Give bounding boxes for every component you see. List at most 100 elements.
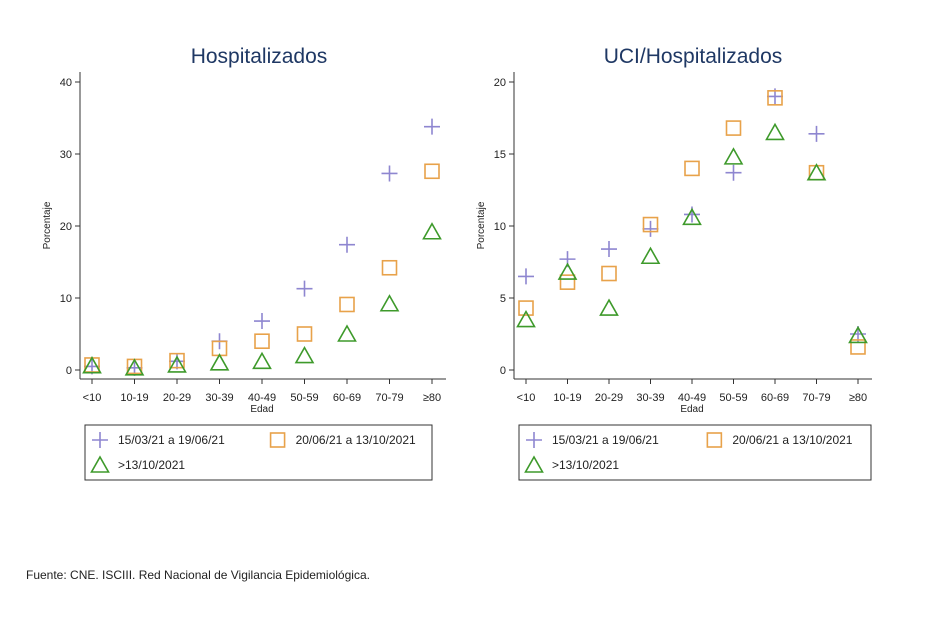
data-point (767, 90, 783, 106)
data-point (296, 280, 313, 297)
y-axis-label: Porcentaje (476, 201, 487, 249)
x-tick-label: ≥80 (423, 392, 441, 404)
y-tick-label: 0 (500, 365, 506, 377)
y-tick-label: 10 (494, 221, 506, 233)
x-axis-label: Edad (680, 404, 703, 415)
x-tick-label: 50-59 (290, 392, 318, 404)
data-point (294, 345, 315, 364)
chart-panel-2: UCI/Hospitalizados 0 5 10 15 20 <10 10-19 20-29 3… (476, 45, 872, 481)
x-tick-label: 40-49 (248, 392, 276, 404)
data-point (518, 300, 534, 316)
series-3 (82, 222, 442, 376)
legend-label: 20/06/21 a 13/10/2021 (296, 433, 416, 447)
legend-marker (524, 455, 544, 473)
legend-label: 20/06/21 a 13/10/2021 (732, 433, 852, 447)
x-tick-label: <10 (83, 392, 102, 404)
data-point (337, 324, 357, 342)
data-point (684, 160, 700, 177)
data-point (640, 246, 661, 265)
legend-marker (90, 455, 110, 473)
data-point (518, 268, 534, 285)
x-tick-label: 70-79 (802, 392, 830, 404)
legend-box (84, 424, 433, 481)
data-point (601, 241, 617, 258)
data-point (601, 265, 617, 282)
data-point (557, 262, 578, 280)
series-2 (518, 90, 866, 355)
series-2 (84, 163, 440, 375)
data-point (254, 333, 270, 350)
y-tick-label: 20 (60, 221, 72, 233)
data-point (806, 163, 827, 181)
x-tick-label: 30-39 (205, 392, 233, 404)
x-tick-label: ≥80 (849, 392, 867, 404)
data-point (682, 207, 702, 226)
x-tick-label: 60-69 (333, 392, 361, 404)
legend-marker (706, 432, 723, 448)
x-tick-label: <10 (517, 392, 536, 404)
data-point (381, 165, 398, 182)
data-point (642, 216, 659, 233)
x-axis-label: Edad (250, 404, 273, 415)
data-point (424, 163, 440, 180)
legend-label: 15/03/21 a 19/06/21 (118, 433, 225, 447)
y-tick-label: 5 (500, 293, 506, 305)
x-tick-label: 70-79 (375, 392, 403, 404)
source-note: Fuente: CNE. ISCIII. Red Nacional de Vig… (26, 568, 370, 582)
data-point (296, 326, 313, 342)
data-point (808, 125, 825, 142)
data-point (169, 352, 185, 369)
legend-label: >13/10/2021 (552, 458, 619, 472)
data-point (848, 325, 868, 344)
data-point (422, 222, 442, 240)
data-point (642, 220, 659, 237)
legend-marker (92, 432, 108, 448)
chart-title: UCI/Hospitalizados (604, 45, 783, 68)
data-point (339, 296, 355, 313)
legend: 15/03/21 a 19/06/21 20/06/21 a 13/10/2021… (518, 424, 872, 481)
data-point (516, 309, 536, 328)
data-point (765, 122, 785, 141)
x-tick-label: 30-39 (636, 392, 664, 404)
y-tick-label: 0 (66, 365, 72, 377)
data-point (82, 356, 102, 374)
legend: 15/03/21 a 19/06/21 20/06/21 a 13/10/2021… (84, 424, 433, 481)
x-tick-label: 10-19 (553, 392, 581, 404)
x-tick-label: 40-49 (678, 392, 706, 404)
data-point (167, 355, 187, 373)
y-tick-label: 20 (494, 77, 506, 89)
series-1 (84, 118, 440, 376)
legend-label: 15/03/21 a 19/06/21 (552, 433, 659, 447)
data-point (252, 351, 272, 370)
data-point (379, 294, 400, 312)
y-tick-label: 15 (494, 149, 506, 161)
series-3 (516, 122, 868, 344)
data-point (599, 298, 619, 316)
data-point (209, 353, 230, 371)
x-tick-label: 60-69 (761, 392, 789, 404)
x-tick-label: 10-19 (120, 392, 148, 404)
data-point (339, 236, 355, 253)
legend-box (518, 424, 872, 481)
legend-marker (269, 432, 286, 448)
y-tick-label: 30 (60, 149, 72, 161)
chart-panel-1: Hospitalizados 0 10 20 30 40 <10 10-19 20-29 30-3… (42, 45, 446, 481)
data-point (559, 274, 576, 290)
y-axis-label: Porcentaje (42, 201, 53, 249)
y-tick-label: 10 (60, 293, 72, 305)
data-point (850, 339, 866, 355)
y-tick-label: 40 (60, 77, 72, 89)
data-point (381, 259, 398, 276)
data-point (725, 120, 742, 136)
x-tick-label: 50-59 (719, 392, 747, 404)
data-point (254, 313, 270, 330)
data-point (725, 164, 742, 181)
chart-title: Hospitalizados (191, 45, 328, 68)
legend-marker (526, 432, 542, 448)
x-tick-label: 20-29 (595, 392, 623, 404)
legend-label: >13/10/2021 (118, 458, 185, 472)
data-point (723, 147, 744, 165)
data-point (424, 118, 440, 135)
data-point (124, 358, 145, 376)
